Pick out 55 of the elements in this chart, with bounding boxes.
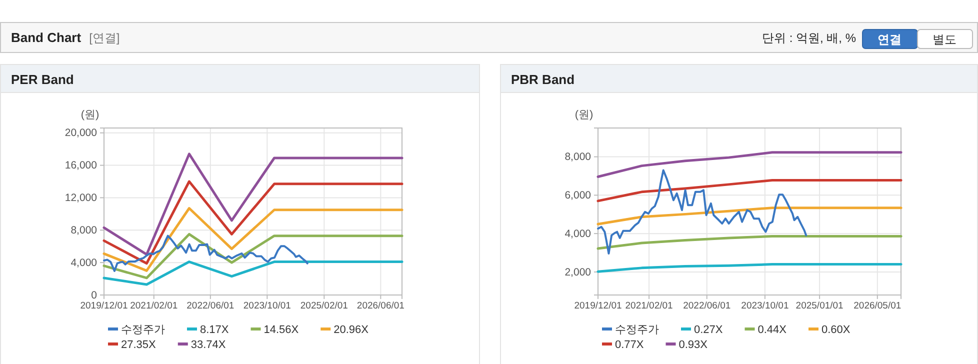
line-series — [102, 180, 404, 265]
line-series — [596, 263, 902, 273]
legend-label: 33.74X — [190, 339, 226, 351]
line-series — [596, 206, 902, 226]
toggle-button: 연결 — [862, 29, 918, 49]
text: Band Chart — [11, 30, 82, 45]
legend-label: 0.77X — [615, 339, 644, 351]
line-series — [102, 232, 404, 280]
y-tick-label: 2,000 — [564, 266, 592, 278]
x-tick-label: 2021/02/01 — [130, 300, 178, 312]
text: 단위 : 억원, 배, % — [762, 31, 856, 45]
chart-title: PER Band — [11, 72, 74, 87]
toggle-button: 별도 — [917, 29, 973, 49]
legend-label: 8.17X — [200, 324, 230, 336]
y-tick-label: 16,000 — [64, 160, 98, 172]
line-series — [596, 151, 902, 178]
x-tick-label: 2023/10/01 — [243, 300, 291, 312]
legend-label: 0.60X — [822, 324, 851, 336]
legend-label: 0.27X — [694, 324, 724, 336]
y-tick-label: 4,000 — [564, 228, 592, 240]
legend-label: 수정주가 — [121, 324, 165, 336]
legend-label: 0.44X — [758, 324, 788, 336]
text: [연결] — [89, 31, 120, 45]
line-series — [102, 260, 404, 286]
chart-title: PBR Band — [511, 72, 575, 87]
y-tick-label: 20,000 — [64, 127, 98, 140]
line-series — [597, 169, 808, 255]
legend-label: 수정주가 — [615, 324, 659, 336]
line-series — [102, 152, 404, 256]
y-tick-label: 8,000 — [564, 151, 592, 164]
line-series — [596, 235, 902, 250]
x-tick-label: 2026/06/01 — [356, 300, 404, 312]
y-tick-label: 8,000 — [70, 224, 98, 237]
line-series — [102, 207, 404, 272]
x-tick-label: 2025/01/01 — [796, 300, 844, 312]
y-axis-title: (원) — [574, 109, 594, 121]
x-tick-label: 2022/06/01 — [186, 300, 234, 312]
legend-label: 0.93X — [678, 339, 708, 351]
y-tick-label: 12,000 — [64, 192, 98, 204]
line-series — [103, 234, 308, 272]
x-tick-label: 2025/02/01 — [300, 300, 348, 312]
y-tick-label: 0 — [91, 289, 98, 302]
x-tick-label: 2026/05/01 — [854, 300, 902, 312]
x-tick-label: 2021/02/01 — [625, 300, 673, 312]
x-tick-label: 2019/12/01 — [574, 300, 622, 312]
y-axis-title: (원) — [80, 109, 100, 121]
x-tick-label: 2023/10/01 — [741, 300, 789, 312]
line-series — [596, 178, 902, 202]
x-tick-label: 2019/12/01 — [80, 300, 128, 312]
y-tick-label: 6,000 — [564, 190, 592, 202]
legend-label: 27.35X — [121, 339, 157, 351]
x-tick-label: 2022/06/01 — [683, 300, 731, 312]
legend-label: 20.96X — [334, 324, 370, 336]
legend-label: 14.56X — [264, 324, 300, 336]
y-tick-label: 4,000 — [70, 256, 98, 269]
